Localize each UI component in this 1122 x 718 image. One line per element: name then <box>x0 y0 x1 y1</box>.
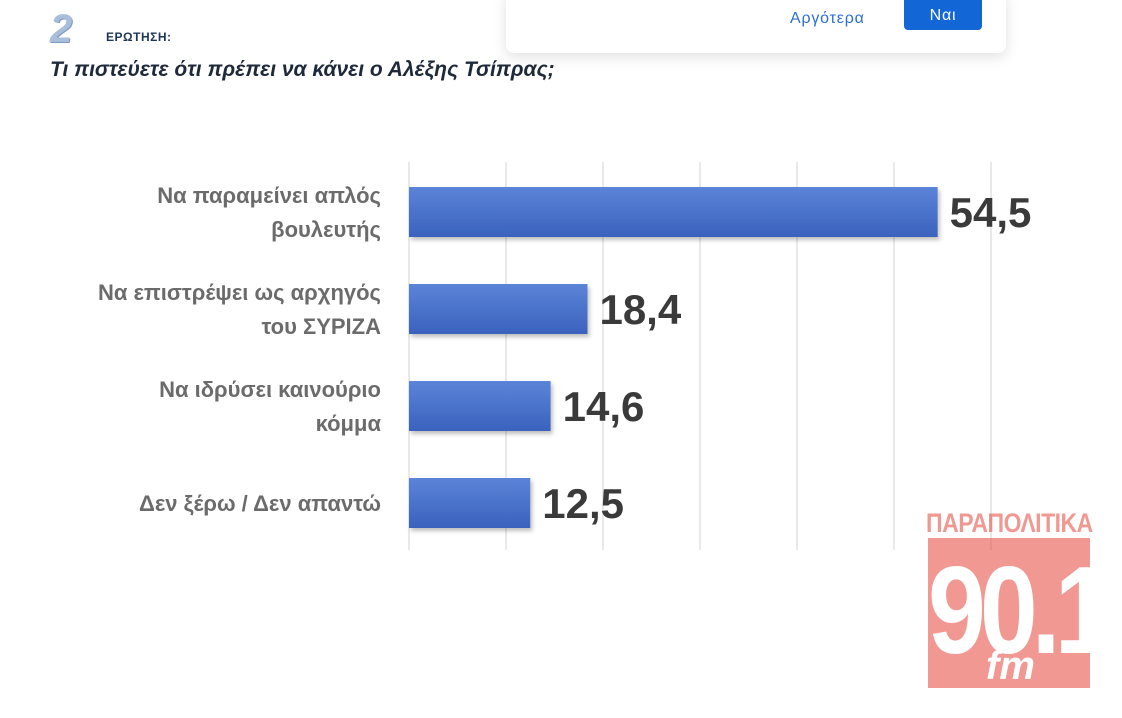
category-label: Να ιδρύσει καινούριο κόμμα <box>159 377 381 436</box>
category-label-line: Να επιστρέψει ως αρχηγός <box>98 280 381 305</box>
yes-button[interactable]: Ναι <box>904 0 982 30</box>
value-labels: 54,5 18,4 14,6 12,5 <box>542 189 1031 527</box>
category-label-line: του ΣΥΡΙΖΑ <box>261 314 381 339</box>
question-label: ΕΡΩΤΗΣΗ: <box>106 30 172 44</box>
value-label: 54,5 <box>950 189 1032 236</box>
page-title: Τι πιστεύετε ότι πρέπει να κάνει ο Αλέξη… <box>50 58 555 81</box>
category-label-line: Δεν ξέρω / Δεν απαντώ <box>139 491 381 516</box>
logo-box: 90.1 fm <box>928 538 1112 688</box>
logo-number: 90.1 <box>928 541 1112 681</box>
category-label: Να παραμείνει απλός βουλευτής <box>157 183 381 242</box>
bar <box>409 478 531 528</box>
value-label: 14,6 <box>563 383 645 430</box>
bar <box>409 187 938 237</box>
category-label: Να επιστρέψει ως αρχηγός του ΣΥΡΙΖΑ <box>98 280 381 339</box>
later-button[interactable]: Αργότερα <box>776 4 879 34</box>
bar <box>409 284 588 334</box>
logo-top-text: ΠΑΡΑΠΟΛΙΤΙΚΑ <box>926 508 1093 538</box>
question-number-graphic: 2 <box>50 7 72 51</box>
category-label-line: βουλευτής <box>271 217 381 242</box>
value-label: 12,5 <box>542 480 624 527</box>
category-label-line: κόμμα <box>316 411 382 436</box>
notification-prompt: Αργότερα Ναι <box>506 0 1006 53</box>
logo-fm: fm <box>986 644 1035 688</box>
bar <box>409 381 551 431</box>
value-label: 18,4 <box>599 286 681 333</box>
station-logo: ΠΑΡΑΠΟΛΙΤΙΚΑ 90.1 fm <box>926 508 1112 693</box>
category-labels: Να παραμείνει απλός βουλευτής Να επιστρέψε… <box>98 183 382 516</box>
category-label-line: Να ιδρύσει καινούριο <box>159 377 381 402</box>
bars <box>409 187 938 528</box>
category-label-line: Να παραμείνει απλός <box>157 183 381 208</box>
category-label: Δεν ξέρω / Δεν απαντώ <box>139 491 381 516</box>
